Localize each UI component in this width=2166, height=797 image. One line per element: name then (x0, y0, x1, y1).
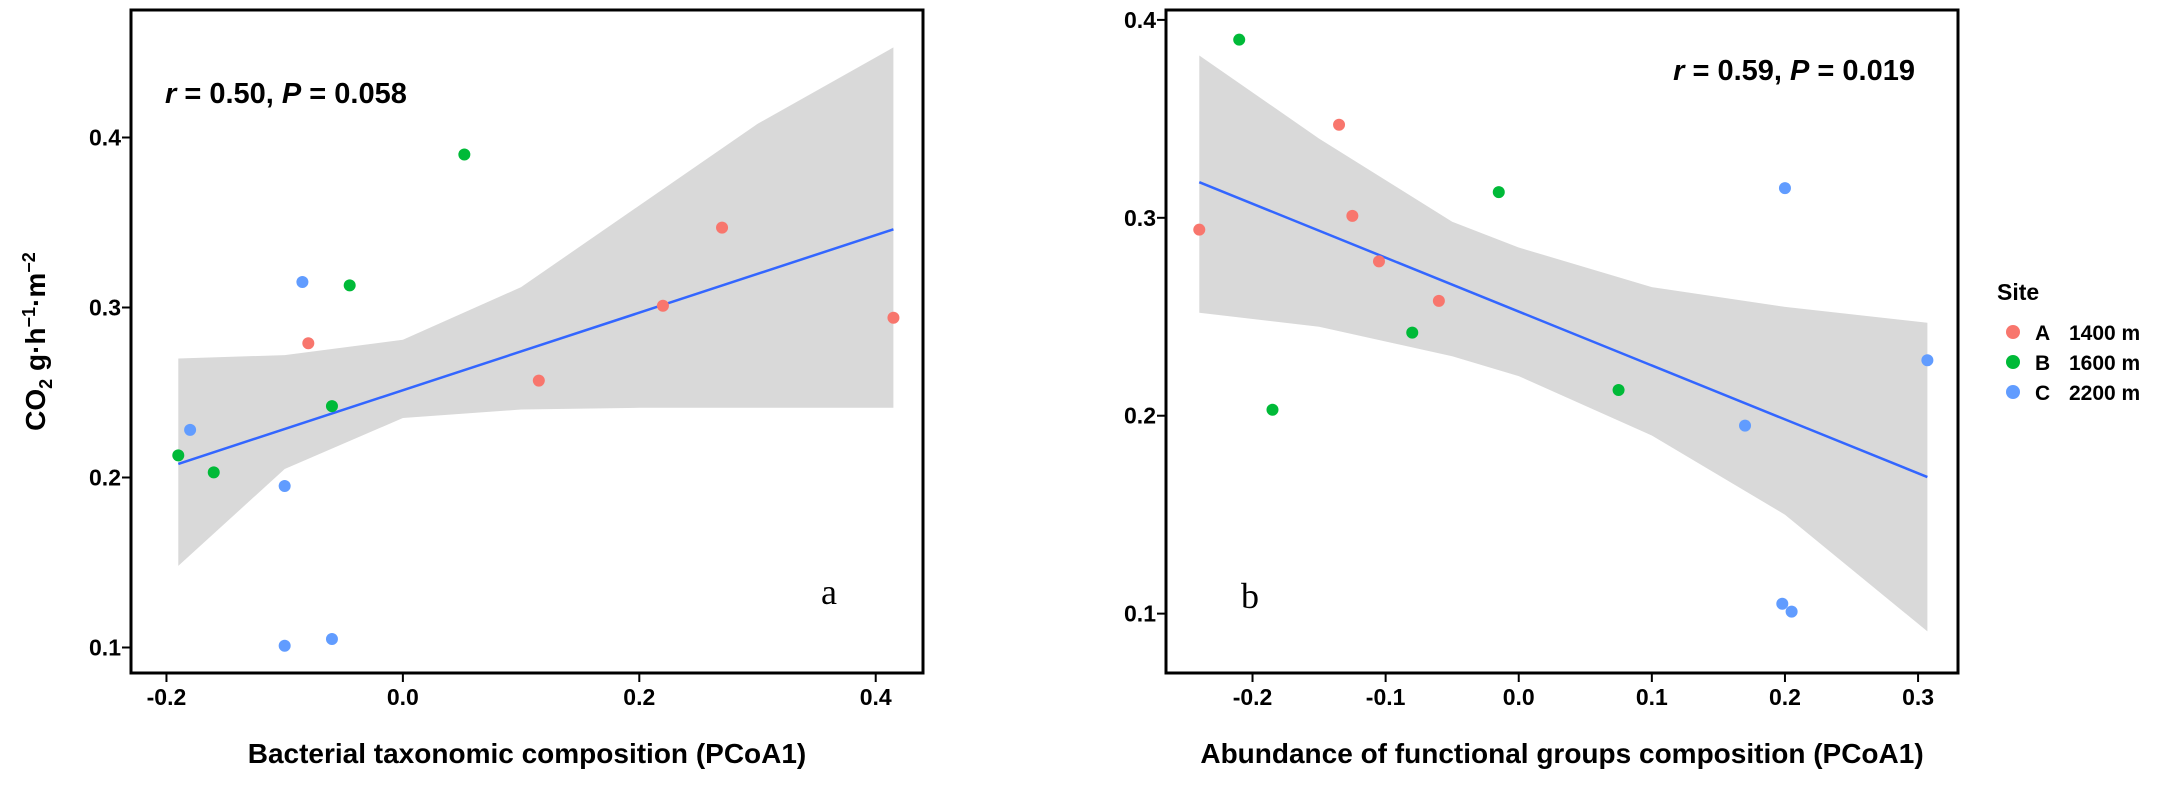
data-point-c-3 (296, 276, 309, 288)
y-title-sub: 2 (36, 379, 56, 389)
x-tick-label: 0.3 (1902, 684, 1934, 710)
plot-frame (129, 8, 925, 675)
y-tick-label: 0.2 (1124, 403, 1156, 429)
x-axis-title: Abundance of functional groups compositi… (1200, 738, 1923, 769)
data-point-c-1 (1778, 182, 1791, 195)
stat-r-symbol: r (1673, 55, 1686, 87)
data-point-c-3 (1739, 419, 1752, 432)
data-point-b-3 (325, 400, 338, 413)
y-title-sup2: −2 (19, 252, 39, 273)
data-point-c-4 (1776, 597, 1789, 610)
stat-p-value: = 0.019 (1809, 55, 1915, 87)
legend-title: Site (1997, 279, 2039, 305)
stat-p-symbol: P (1790, 55, 1810, 87)
legend-key-letter: C (2035, 382, 2050, 405)
y-tick-label: 0.1 (89, 635, 121, 661)
y-tick-label: 0.3 (1124, 205, 1156, 231)
legend-key-b-swatch (2006, 355, 2020, 369)
legend-item-label: 1600 m (2069, 352, 2140, 375)
data-point-b-4 (343, 279, 356, 292)
y-tick-label: 0.1 (1124, 601, 1156, 627)
y-title-rest: g·h (20, 327, 51, 378)
data-point-b-1 (1233, 33, 1246, 46)
data-point-b-4 (1492, 186, 1505, 199)
y-title-mid: ·m (20, 273, 51, 307)
stat-p-symbol: P (282, 78, 302, 110)
data-point-a-1 (1193, 223, 1206, 236)
y-tick-label: 0.2 (89, 465, 121, 491)
data-point-c-2 (1921, 354, 1934, 367)
x-tick-label: 0.2 (623, 684, 655, 710)
stat-r-value: = 0.59, (1684, 55, 1790, 87)
y-title-sup1: −1 (19, 307, 39, 328)
x-tick-label: 0.0 (387, 684, 419, 710)
x-tick-label: 0.4 (860, 684, 892, 710)
data-point-a-2 (1333, 118, 1346, 131)
legend-key-letter: B (2035, 352, 2050, 375)
legend-item-label: 1400 m (2069, 322, 2140, 345)
data-point-b-5 (1612, 383, 1625, 396)
x-tick-label: -0.1 (1366, 684, 1406, 710)
panel-a: -0.2 0.0 0.2 0.4 0.1 0.2 0.3 0.4 Bacterial taxon… (19, 8, 925, 769)
data-point-a-3 (656, 299, 669, 312)
data-point-b-2 (1266, 403, 1279, 416)
data-point-c-5 (325, 633, 338, 645)
stat-r-value: = 0.50, (176, 78, 282, 110)
regression-line (1198, 181, 1928, 479)
data-point-c-4 (278, 639, 291, 652)
data-point-a-4 (1372, 255, 1385, 268)
panel-b: -0.2 -0.1 0.0 0.1 0.2 0.3 0.1 0.2 0.3 0.4 Abundanc… (1124, 7, 1960, 769)
y-tick-label: 0.4 (89, 125, 121, 151)
y-tick-label: 0.3 (89, 295, 121, 321)
legend-key-a-swatch (2006, 325, 2020, 339)
x-tick-label: 0.0 (1503, 684, 1535, 710)
stat-r-symbol: r (165, 78, 178, 110)
plot-frame (1164, 8, 1960, 675)
legend-key-c-swatch (2006, 385, 2020, 399)
data-point-c-2 (278, 480, 291, 492)
stat-p-value: = 0.058 (301, 78, 407, 110)
legend: Site A 1400 m B 1600 m C 2200 m (1997, 279, 2140, 405)
data-point-b-1 (172, 449, 185, 462)
y-tick-label: 0.4 (1124, 7, 1156, 33)
panel-letter: b (1241, 576, 1259, 616)
data-point-a-3 (1346, 209, 1359, 222)
x-tick-label: -0.2 (147, 684, 187, 710)
x-tick-label: -0.2 (1233, 684, 1273, 710)
data-point-b-2 (207, 466, 220, 479)
legend-key-letter: A (2035, 322, 2050, 345)
legend-item-label: 2200 m (2069, 382, 2140, 405)
data-point-c-1 (184, 423, 197, 436)
data-point-b-3 (1406, 326, 1419, 339)
data-point-a-4 (716, 221, 729, 234)
x-tick-label: 0.2 (1769, 684, 1801, 710)
y-title-main: CO (20, 389, 51, 431)
correlation-stat: r = 0.50, P = 0.058 (165, 78, 407, 110)
regression-line (177, 228, 894, 466)
x-tick-label: 0.1 (1636, 684, 1668, 710)
confidence-band (1199, 55, 1928, 632)
y-axis-title: CO2 g·h−1·m−2 (19, 252, 56, 431)
data-point-a-1 (302, 337, 315, 350)
x-axis-title: Bacterial taxonomic composition (PCoA1) (248, 738, 807, 769)
panel-letter: a (821, 572, 837, 612)
data-point-a-2 (532, 374, 545, 387)
data-point-b-5 (458, 148, 471, 161)
confidence-band (178, 47, 894, 566)
data-point-a-5 (887, 311, 900, 324)
correlation-stat: r = 0.59, P = 0.019 (1673, 55, 1915, 87)
data-point-c-5 (1785, 605, 1798, 618)
data-point-a-5 (1432, 294, 1445, 307)
